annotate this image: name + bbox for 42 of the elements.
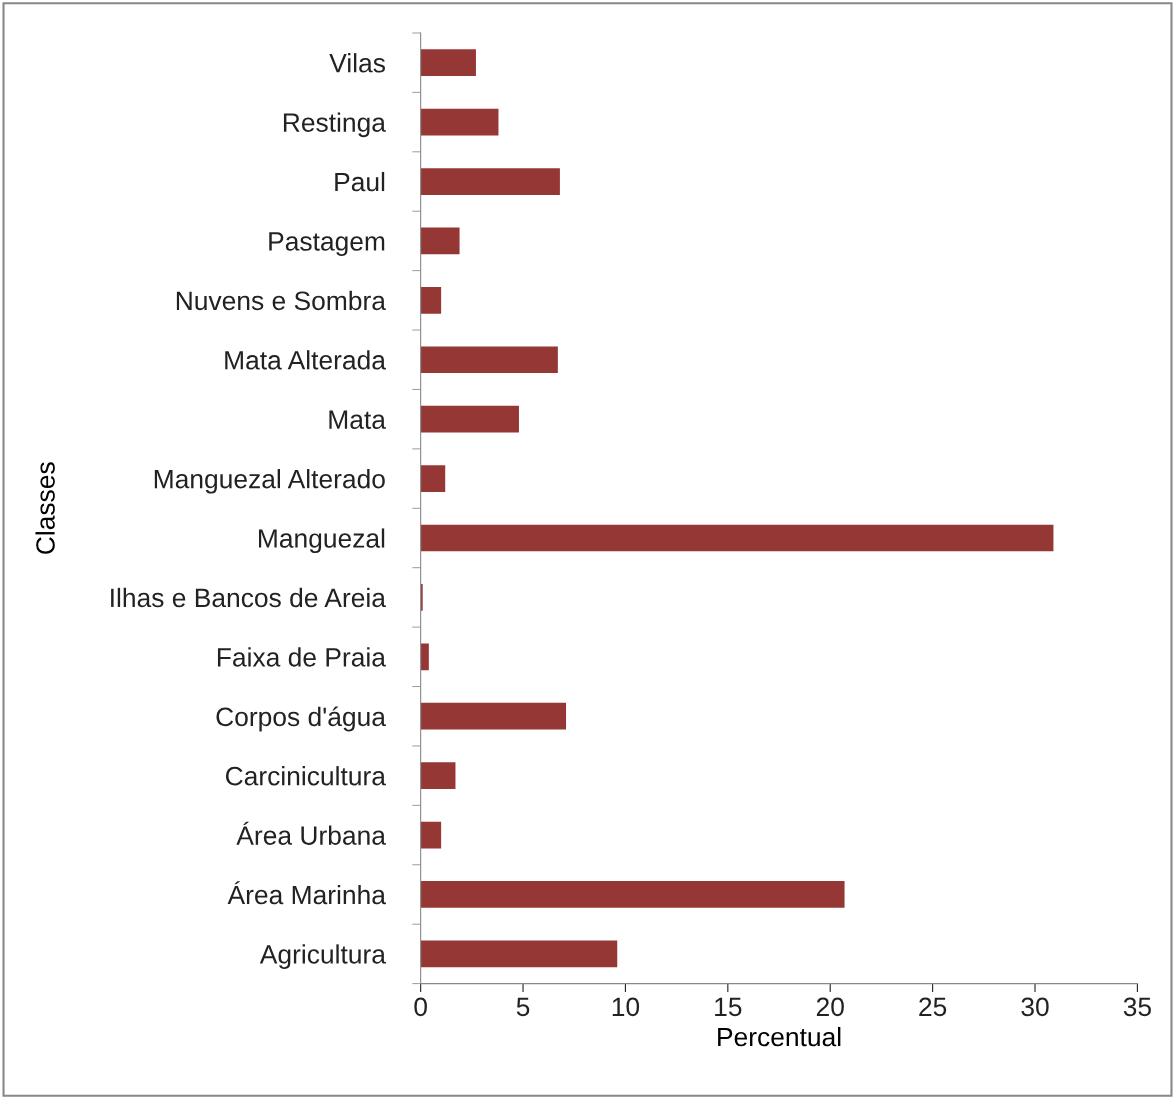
- x-axis-title: Percentual: [718, 1026, 841, 1047]
- bar: [420, 881, 845, 908]
- bar: [420, 227, 460, 255]
- bar: [420, 702, 567, 730]
- bar: [420, 643, 429, 671]
- bar: [420, 108, 499, 136]
- bar: [420, 762, 456, 790]
- y-tick-label: Carcinicultura: [225, 766, 386, 786]
- bar: [420, 346, 558, 374]
- bar: [420, 49, 476, 77]
- x-tick-label: 20: [816, 997, 844, 1017]
- y-tick-label: Ilhas e Bancos de Areia: [111, 587, 386, 608]
- x-tick-label: 5: [516, 997, 530, 1017]
- y-tick-label: Corpos d'água: [216, 706, 386, 732]
- y-axis-title: Classes: [35, 462, 55, 554]
- y-tick-label: Mata: [329, 410, 386, 429]
- bar: [420, 940, 618, 968]
- y-tick-label: Agricultura: [259, 944, 386, 969]
- bar: [420, 821, 442, 849]
- bar: [420, 168, 560, 195]
- x-tick-label: 35: [1123, 997, 1151, 1017]
- bar: [420, 286, 442, 314]
- x-tick-label: 30: [1021, 997, 1049, 1017]
- y-tick-label: Faixa de Praia: [217, 647, 386, 667]
- bar: [420, 405, 519, 433]
- x-tick-label: 25: [919, 997, 947, 1017]
- y-tick-label: Manguezal: [259, 528, 385, 554]
- bar: [420, 465, 446, 492]
- y-tick-label: Pastagem: [269, 232, 385, 256]
- y-tick-label: Mata Alterada: [225, 350, 386, 370]
- x-tick-label: 10: [612, 997, 640, 1017]
- y-tick-label: Nuvens e Sombra: [176, 290, 386, 311]
- y-tick-label: Área Urbana: [236, 821, 386, 845]
- y-tick-label: Restinga: [283, 112, 386, 138]
- y-tick-label: Vilas: [329, 53, 385, 73]
- x-tick-label: 15: [715, 997, 742, 1017]
- y-tick-label: Manguezal Alterado: [154, 469, 385, 494]
- bar: [420, 524, 1054, 552]
- y-tick-label: Área Marinha: [227, 881, 386, 905]
- bar: [420, 584, 423, 611]
- y-tick-label: Paul: [335, 171, 385, 192]
- x-tick-label: 0: [414, 997, 427, 1017]
